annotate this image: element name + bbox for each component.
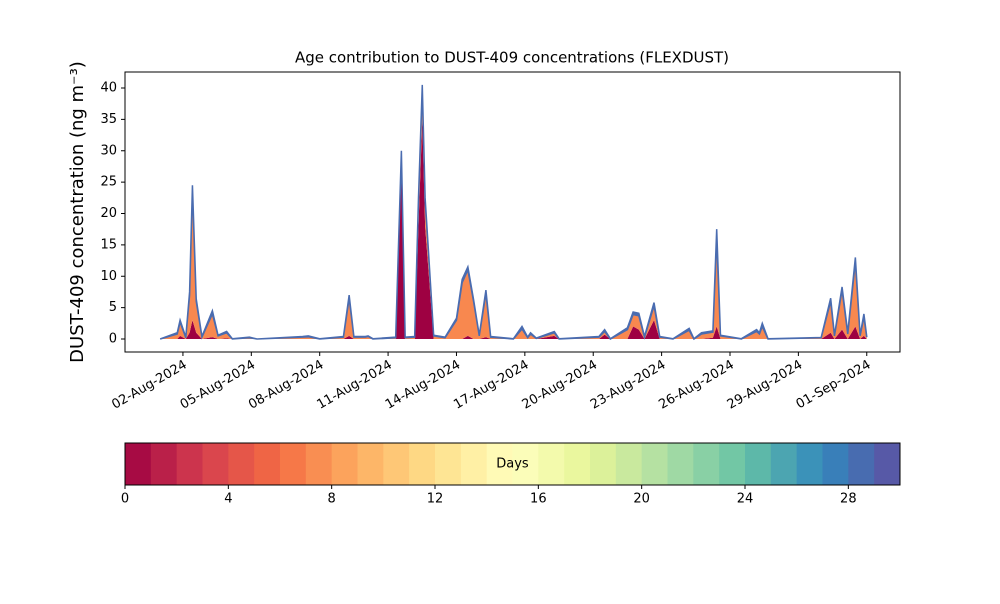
colorbar-cell [280,443,307,485]
colorbar-cell [305,443,333,485]
colorbar-cell [486,443,513,485]
colorbar-tick-label: 0 [121,492,129,507]
colorbar-cell [254,443,281,485]
colorbar-cell [745,443,772,485]
colorbar-tick-label: 20 [633,492,650,507]
colorbar-cell [331,443,358,485]
colorbar-cell [357,443,384,485]
colorbar-tick-label: 28 [840,492,857,507]
colorbar-cell [615,443,643,485]
colorbar-tick-label: 4 [224,492,232,507]
area [160,119,867,340]
colorbar-tick-label: 8 [328,492,336,507]
colorbar-tick-label: 16 [530,492,547,507]
colorbar-frame [124,442,901,486]
y-tick-label: 25 [100,175,117,190]
colorbar-cell [590,443,617,485]
x-tick-label: 11-Aug-2024 [314,358,394,413]
colorbar-cell [150,443,178,485]
x-tick-label: 29-Aug-2024 [725,358,805,413]
colorbar-cell [796,443,823,485]
area [159,84,868,341]
colorbar-cell [641,443,668,485]
colorbar-cell [125,443,152,485]
colorbar-tick-label: 24 [737,492,754,507]
y-tick-label: 5 [109,300,117,315]
chart-title: Age contribution to DUST-409 concentrati… [295,49,729,67]
x-tick-label: 20-Aug-2024 [520,358,600,413]
colorbar-cell [538,443,565,485]
colorbar-cell [770,443,798,485]
colorbar-cell [460,443,488,485]
colorbar-cell [512,443,539,485]
colorbar-cell [693,443,720,485]
plot-frame [124,71,901,353]
x-tick-label: 08-Aug-2024 [246,358,326,413]
x-tick-label: 23-Aug-2024 [588,358,668,413]
x-tick-label: 05-Aug-2024 [178,358,258,413]
y-tick-label: 20 [100,206,117,221]
colorbar-cell [564,443,591,485]
x-tick-label: 26-Aug-2024 [656,358,736,413]
y-axis-label: DUST-409 concentration (ng m⁻³) [67,61,88,363]
colorbar-cell [667,443,694,485]
x-tick-label: 17-Aug-2024 [451,358,531,413]
colorbar-cell [176,443,203,485]
colorbar-cell [383,443,410,485]
y-tick-label: 40 [100,81,117,96]
x-tick-label: 01-Sep-2024 [794,358,874,413]
y-tick-label: 15 [100,237,117,252]
colorbar-cell [228,443,255,485]
colorbar-cell [874,443,901,485]
y-tick-label: 10 [100,269,117,284]
colorbar-cell [822,443,849,485]
colorbar-cell [719,443,746,485]
x-tick-label: 02-Aug-2024 [109,358,189,413]
colorbar-tick-label: 12 [427,492,444,507]
y-tick-label: 35 [100,112,117,127]
colorbar-cell [848,443,875,485]
y-tick-label: 0 [109,332,117,347]
area [160,88,867,340]
x-tick-label: 14-Aug-2024 [383,358,463,413]
colorbar-cell [202,443,229,485]
colorbar-cell [409,443,436,485]
colorbar-cell [435,443,462,485]
y-tick-label: 30 [100,143,117,158]
colorbar-label: Days [496,457,529,472]
